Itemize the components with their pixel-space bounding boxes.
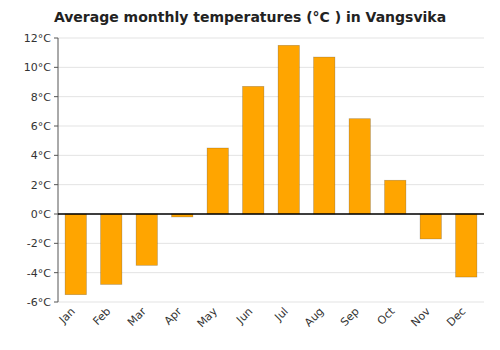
y-tick [54, 126, 58, 127]
grid-line [58, 155, 484, 156]
grid-line [58, 214, 484, 215]
y-tick-label: 0°C [31, 208, 51, 221]
x-tick-label: Sep [338, 305, 362, 329]
x-tick-label: May [195, 305, 221, 331]
y-tick-label: 4°C [31, 149, 51, 162]
grid-line [58, 184, 484, 185]
bar [456, 214, 477, 277]
bar [101, 214, 122, 284]
bar [65, 214, 86, 295]
y-tick-label: 2°C [31, 179, 51, 192]
bar [385, 180, 406, 214]
y-tick [54, 67, 58, 68]
y-tick [54, 214, 58, 215]
y-tick-label: -2°C [27, 237, 51, 250]
x-tick-label: Jul [272, 305, 291, 324]
y-tick-label: 8°C [31, 91, 51, 104]
x-tick-label: Aug [302, 305, 326, 329]
bar [243, 86, 264, 214]
y-tick [54, 184, 58, 185]
chart-svg: Average monthly temperatures (°C ) in Va… [0, 0, 500, 350]
y-tick [54, 155, 58, 156]
y-tick [54, 38, 58, 39]
y-tick-label: -4°C [27, 267, 51, 280]
grid [58, 38, 484, 302]
y-tick-label: -6°C [27, 296, 51, 309]
bar [136, 214, 157, 265]
x-tick-label: Dec [444, 305, 468, 329]
chart-container: Average monthly temperatures (°C ) in Va… [0, 0, 500, 350]
y-tick [54, 272, 58, 273]
x-tick-label: Nov [408, 305, 433, 330]
chart-title: Average monthly temperatures (°C ) in Va… [54, 9, 446, 25]
grid-line [58, 96, 484, 97]
y-tick-label: 12°C [24, 32, 51, 45]
bar [420, 214, 441, 239]
x-axis: Jan Feb Mar Apr May Jun Jul Aug Sep Oct Nov Dec [56, 304, 468, 330]
grid-line [58, 126, 484, 127]
y-tick [54, 96, 58, 97]
bars [65, 45, 477, 294]
x-tick-label: Mar [125, 305, 149, 329]
bar [278, 45, 299, 214]
y-axis: -6°C -4°C -2°C 0°C 2°C 4°C 6°C 8°C 10°C 12°C [24, 32, 58, 309]
x-tick-label: Oct [375, 304, 398, 327]
grid-line [58, 67, 484, 68]
y-tick-label: 6°C [31, 120, 51, 133]
y-tick [54, 243, 58, 244]
y-tick-label: 10°C [24, 61, 51, 74]
x-tick-label: Apr [162, 305, 185, 328]
x-tick-label: Feb [90, 305, 113, 328]
y-axis-line [58, 38, 59, 302]
grid-line [58, 302, 484, 303]
y-tick [54, 302, 58, 303]
x-tick-label: Jan [56, 305, 78, 327]
grid-line [58, 38, 484, 39]
zero-line [58, 213, 484, 215]
bar [207, 148, 228, 214]
bar [349, 119, 370, 214]
x-tick-label: Jun [233, 305, 255, 327]
bar [314, 57, 335, 214]
